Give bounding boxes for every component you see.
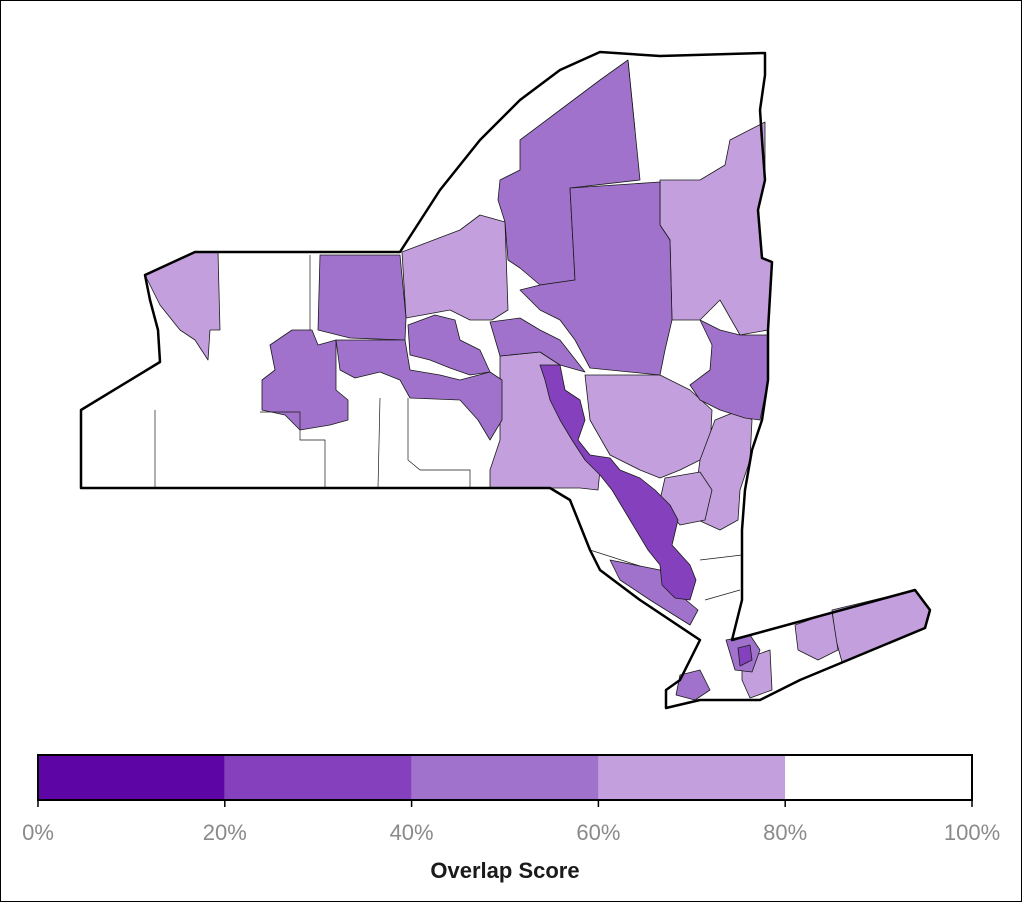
- legend-swatch: [411, 755, 599, 800]
- legend-tick-label: 100%: [944, 820, 1000, 845]
- district-boundary: [407, 398, 471, 488]
- legend-swatch: [38, 755, 225, 800]
- legend-title: Overlap Score: [430, 858, 579, 883]
- district: [584, 374, 713, 479]
- legend-swatch: [598, 755, 786, 800]
- district-boundary: [704, 589, 741, 601]
- district-boundary: [589, 549, 641, 567]
- districts: [80, 51, 931, 709]
- district: [317, 254, 407, 341]
- legend-tick-label: 60%: [576, 820, 620, 845]
- legend-tick-label: 80%: [763, 820, 807, 845]
- legend-tick-labels: 0% 20% 40% 60% 80% 100%: [22, 820, 1000, 845]
- district-boundary: [699, 554, 743, 561]
- district: [675, 669, 711, 701]
- district: [261, 329, 349, 431]
- district: [401, 214, 509, 321]
- district: [335, 339, 503, 441]
- district: [489, 317, 586, 373]
- district-boundary: [377, 397, 381, 489]
- legend-swatch: [224, 755, 412, 800]
- district: [519, 181, 673, 376]
- legend-tick-label: 40%: [390, 820, 434, 845]
- legend-color-bar: [37, 754, 973, 807]
- district-boundary: [627, 59, 636, 131]
- legend-border: [37, 754, 973, 801]
- district: [609, 559, 699, 626]
- legend-tick-label: 20%: [203, 820, 247, 845]
- state-outline: [79, 50, 932, 710]
- legend-swatch: [785, 755, 972, 800]
- legend-tick-label: 0%: [22, 820, 54, 845]
- district: [737, 644, 753, 667]
- district: [539, 364, 697, 601]
- district-boundary: [260, 411, 326, 488]
- district: [831, 589, 931, 663]
- district-boundaries: [154, 59, 743, 601]
- district: [407, 314, 491, 376]
- district: [689, 319, 769, 421]
- legend: 0% 20% 40% 60% 80% 100% Overlap Score: [22, 754, 1000, 883]
